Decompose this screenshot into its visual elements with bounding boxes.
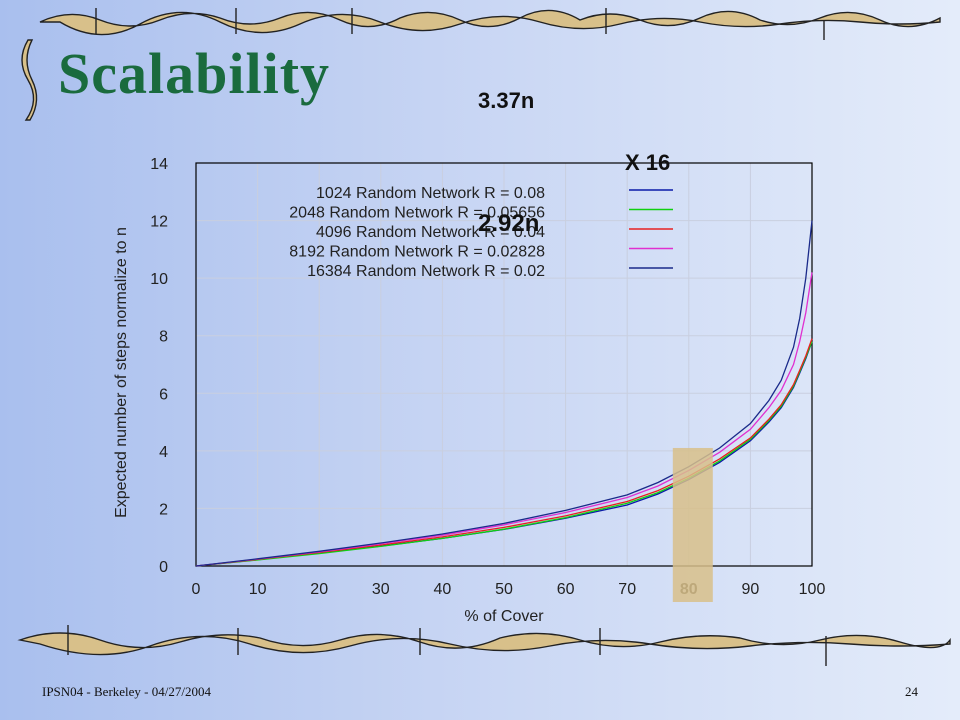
y-tick-label: 8	[159, 329, 168, 346]
y-tick-labels: 0 2 4 6 8 10 12 14	[150, 156, 168, 576]
y-tick-label: 10	[150, 271, 168, 288]
x-tick-label: 10	[249, 581, 267, 598]
x-tick-label: 90	[742, 581, 760, 598]
y-axis-label: Expected number of steps normalize to n	[113, 227, 130, 518]
y-tick-label: 4	[159, 444, 168, 461]
x-tick-label: 100	[799, 581, 826, 598]
highlight-bar-fill	[672, 447, 713, 602]
footer-left: IPSN04 - Berkeley - 04/27/2004	[42, 684, 211, 699]
y-tick-label: 0	[159, 559, 168, 576]
legend-label: 8192 Random Network R = 0.02828	[289, 244, 545, 261]
x-tick-label: 70	[618, 581, 636, 598]
legend: 1024 Random Network R = 0.08 2048 Random …	[289, 185, 673, 280]
legend-label: 1024 Random Network R = 0.08	[316, 185, 545, 202]
annotation-top: 3.37n	[478, 88, 535, 113]
legend-label: 4096 Random Network R = 0.04	[316, 224, 545, 241]
x-tick-label: 30	[372, 581, 390, 598]
x-tick-label: 20	[310, 581, 328, 598]
x-tick-labels: 0102030405060708090100	[192, 581, 826, 598]
x-tick-label: 60	[557, 581, 575, 598]
legend-label: 2048 Random Network R = 0.05656	[289, 205, 545, 222]
x-tick-label: 40	[434, 581, 452, 598]
x-axis-label: % of Cover	[464, 608, 544, 625]
x-tick-label: 0	[192, 581, 201, 598]
annotation-x16: X 16	[625, 150, 671, 175]
y-tick-label: 12	[150, 214, 168, 231]
slide-number: 24	[905, 684, 918, 699]
annotation-mid: 2.92n	[478, 210, 540, 237]
plot-area	[195, 162, 813, 567]
y-tick-label: 6	[159, 386, 168, 403]
legend-label: 16384 Random Network R = 0.02	[307, 263, 545, 280]
y-tick-label: 14	[150, 156, 168, 173]
y-tick-label: 2	[159, 501, 168, 518]
slide-title: Scalability	[58, 41, 331, 106]
x-tick-label: 50	[495, 581, 513, 598]
